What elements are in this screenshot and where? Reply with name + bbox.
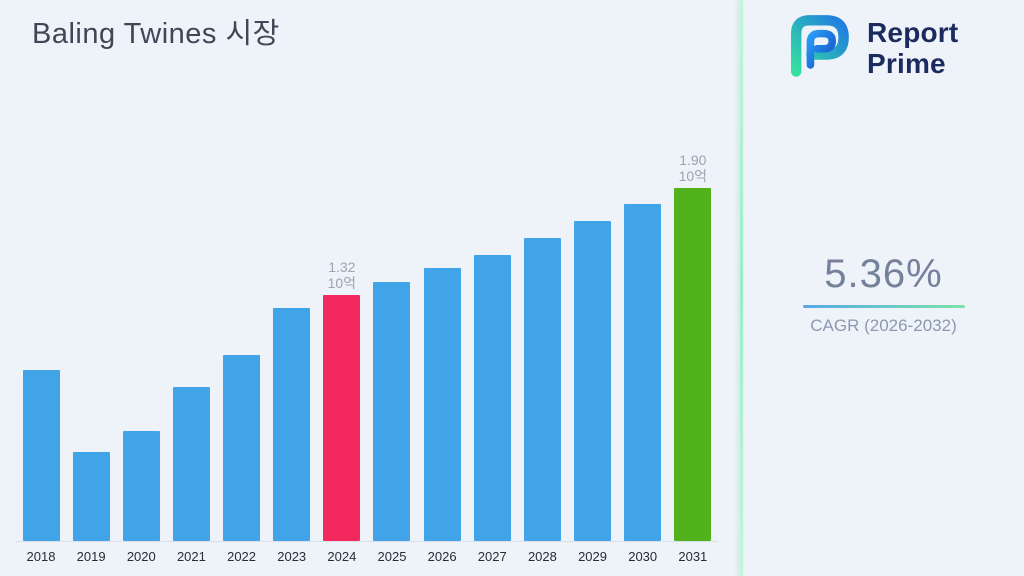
cagr-label: CAGR (2026-2032) — [810, 316, 957, 335]
bar-cell — [467, 255, 517, 541]
bar-2018 — [22, 370, 60, 541]
x-axis-label: 2021 — [176, 549, 206, 564]
bar-2028 — [523, 238, 561, 541]
bar-cell — [16, 370, 66, 541]
bar-2024 — [323, 295, 361, 541]
right-panel: Report Prime 5.36% CAGR (2026-2032) — [743, 0, 1024, 576]
bar-cell — [66, 452, 116, 541]
bar-2026 — [423, 268, 461, 541]
x-axis-label: 2020 — [126, 549, 156, 564]
x-axis-label: 2030 — [628, 549, 658, 564]
bar-2029 — [574, 221, 612, 541]
x-axis-labels: 2018 2019 2020 2021 2022 2023 2024 2025 2026 2027… — [16, 549, 718, 564]
x-axis-label: 2023 — [277, 549, 307, 564]
x-axis-label: 2026 — [427, 549, 457, 564]
bar-group: 1.32 10억 1.90 10억 — [16, 152, 718, 542]
bar-2025 — [373, 282, 411, 541]
bar-2030 — [624, 204, 662, 541]
report-prime-logo-icon — [781, 12, 855, 83]
bar-2022 — [223, 355, 261, 541]
bar-2021 — [172, 387, 210, 541]
vertical-divider — [740, 0, 743, 576]
cagr-value: 5.36% — [824, 252, 943, 296]
x-axis-label: 2022 — [227, 549, 257, 564]
bar-cell — [417, 268, 467, 541]
bar-unit: 10억 — [678, 168, 708, 184]
x-axis-label: 2025 — [377, 549, 407, 564]
bar-cell — [116, 431, 166, 541]
x-axis-label: 2024 — [327, 549, 357, 564]
bar-value: 1.90 — [679, 152, 707, 168]
x-axis-label: 2028 — [527, 549, 557, 564]
bar-value-label: 1.32 10억 — [328, 259, 356, 291]
bar-2019 — [72, 452, 110, 541]
bar-cell — [568, 221, 618, 541]
cagr-block: 5.36% CAGR (2026-2032) — [743, 252, 1024, 336]
bar-cell — [367, 282, 417, 541]
bar-cell — [217, 355, 267, 541]
bar-2020 — [122, 431, 160, 541]
cagr-underline — [802, 305, 965, 308]
logo-text: Report Prime — [867, 17, 958, 79]
x-axis-label: 2019 — [76, 549, 106, 564]
bar-value-label: 1.90 10억 — [679, 152, 707, 184]
bar-cell — [618, 204, 668, 541]
bar-2031 — [674, 188, 712, 541]
bar-value: 1.32 — [328, 259, 356, 275]
bar-cell: 1.90 10억 — [668, 152, 718, 541]
logo-line2: Prime — [867, 47, 946, 79]
x-axis-label: 2018 — [26, 549, 56, 564]
x-axis-label: 2031 — [678, 549, 708, 564]
x-axis-label: 2029 — [578, 549, 607, 564]
bar-cell — [267, 308, 317, 541]
bar-cell — [517, 238, 567, 541]
bar-unit: 10억 — [327, 275, 357, 291]
bar-cell — [166, 387, 216, 541]
bar-2023 — [273, 308, 311, 541]
chart-title: Baling Twines 시장 — [32, 18, 280, 50]
bar-chart: 1.32 10억 1.90 10억 2018 2019 2020 2021 2022 2023 2… — [16, 152, 718, 564]
x-axis-label: 2027 — [477, 549, 507, 564]
bar-2027 — [473, 255, 511, 541]
logo: Report Prime — [781, 12, 958, 83]
bar-cell: 1.32 10억 — [317, 259, 367, 541]
logo-line1: Report — [867, 16, 959, 48]
